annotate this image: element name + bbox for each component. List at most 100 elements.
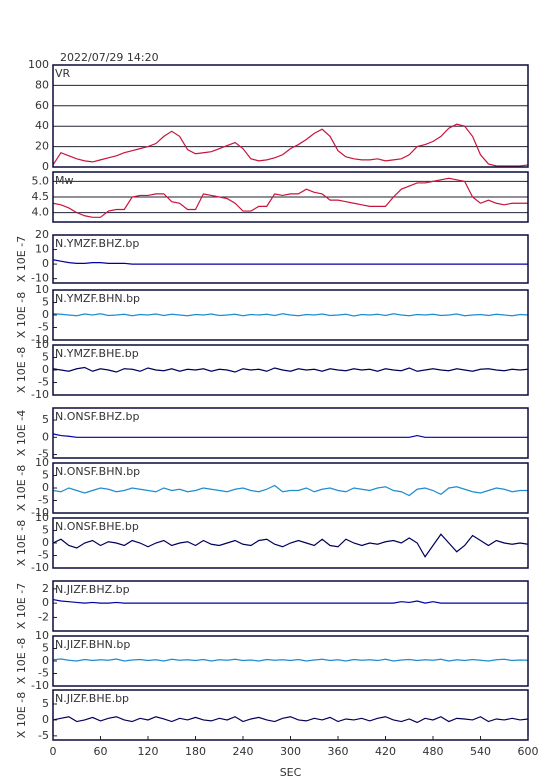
x-axis-label: SEC [280, 766, 302, 779]
y-tick-label: 5 [42, 296, 49, 309]
x-tick-label: 120 [138, 745, 159, 758]
y-tick-label: 10 [35, 283, 49, 296]
y-tick-label: 20 [35, 228, 49, 241]
y-tick-label: -10 [31, 679, 49, 692]
panel-frame [52, 580, 529, 632]
waveform-line [52, 313, 529, 317]
y-tick-label: -5 [38, 729, 49, 742]
y-tick-label: 5 [42, 524, 49, 537]
panel-label: N.ONSF.BHE.bp [55, 520, 139, 533]
y-tick-label: -5 [38, 667, 49, 680]
panel-frame [52, 462, 529, 514]
waveform-line [52, 484, 528, 497]
y-tick-label: 0 [42, 363, 49, 376]
y-tick-label: 5 [42, 469, 49, 482]
waveform-line [52, 123, 529, 167]
y-tick-label: 4.0 [32, 206, 50, 219]
waveform-line [52, 598, 528, 604]
y-axis-label: X 10E -8 [15, 347, 28, 393]
y-tick-label: -10 [31, 506, 49, 519]
y-tick-label: -5 [38, 321, 49, 334]
y-axis-label: X 10E -4 [15, 410, 28, 456]
y-axis-label: X 10E -7 [15, 236, 28, 282]
y-tick-label: 10 [35, 511, 49, 524]
panel-label: VR [55, 67, 71, 80]
y-tick-label: 0 [42, 308, 49, 321]
y-tick-label: -5 [38, 448, 49, 461]
x-tick-label: 480 [423, 745, 444, 758]
y-tick-label: 4.5 [32, 190, 50, 203]
y-tick-label: -5 [38, 549, 49, 562]
x-tick-label: 60 [94, 745, 108, 758]
panel-label: N.YMZF.BHN.bp [55, 292, 140, 305]
panel-label: Mw [55, 174, 74, 187]
y-tick-label: 40 [35, 119, 49, 132]
y-tick-label: -10 [31, 333, 49, 346]
y-axis-label: X 10E -7 [15, 583, 28, 629]
y-tick-label: 5.0 [32, 174, 50, 187]
waveform-line [52, 259, 528, 265]
y-tick-label: 0 [42, 713, 49, 726]
y-axis-label: X 10E -8 [15, 292, 28, 338]
panel-label: N.ONSF.BHZ.bp [55, 410, 139, 423]
y-tick-label: 10 [35, 243, 49, 256]
y-tick-label: 5 [42, 413, 49, 426]
y-tick-label: 0 [42, 160, 49, 173]
y-tick-label: 0 [42, 430, 49, 443]
y-tick-label: 0 [42, 596, 49, 609]
x-tick-label: 180 [185, 745, 206, 758]
x-tick-label: 0 [50, 745, 57, 758]
y-tick-label: 60 [35, 99, 49, 112]
panel-frame [52, 635, 529, 687]
y-axis-label: X 10E -8 [15, 692, 28, 738]
y-tick-label: 100 [28, 58, 49, 71]
x-tick-label: 240 [233, 745, 254, 758]
panel-frame [52, 171, 529, 223]
y-tick-label: 10 [35, 456, 49, 469]
y-axis-label: X 10E -8 [15, 638, 28, 684]
x-tick-label: 360 [328, 745, 349, 758]
y-tick-label: -5 [38, 494, 49, 507]
y-tick-label: 0 [42, 257, 49, 270]
y-tick-label: 5 [42, 642, 49, 655]
panel-label: N.JIZF.BHN.bp [55, 638, 130, 651]
y-tick-label: -10 [31, 561, 49, 574]
panel-label: N.ONSF.BHN.bp [55, 465, 140, 478]
y-tick-label: 10 [35, 338, 49, 351]
panel-label: N.JIZF.BHZ.bp [55, 583, 130, 596]
waveform-line [52, 433, 528, 438]
y-tick-label: 80 [35, 78, 49, 91]
panel-frame [52, 517, 529, 569]
waveform-line [52, 533, 529, 558]
y-tick-label: 0 [42, 536, 49, 549]
panel-label: N.YMZF.BHE.bp [55, 347, 139, 360]
y-tick-label: 20 [35, 140, 49, 153]
y-tick-label: -5 [38, 376, 49, 389]
x-tick-label: 600 [518, 745, 539, 758]
y-tick-label: 0 [42, 481, 49, 494]
panel-label: N.JIZF.BHE.bp [55, 692, 129, 705]
x-tick-label: 420 [375, 745, 396, 758]
y-tick-label: 2 [42, 582, 49, 595]
y-axis-label: X 10E -8 [15, 465, 28, 511]
y-axis-label: X 10E -8 [15, 520, 28, 566]
chart-title: 2022/07/29 14:20 [60, 51, 159, 64]
waveform-line [52, 177, 528, 218]
panel-frame [52, 289, 529, 341]
panel-label: N.YMZF.BHZ.bp [55, 237, 139, 250]
waveform-line [52, 366, 529, 373]
y-tick-label: 10 [35, 629, 49, 642]
y-tick-label: 5 [42, 697, 49, 710]
x-tick-label: 300 [280, 745, 301, 758]
waveform-line [52, 716, 529, 724]
y-tick-label: -2 [38, 610, 49, 623]
panel-frame [52, 407, 529, 459]
y-tick-label: -10 [31, 272, 49, 285]
panel-frame [52, 64, 529, 168]
panel-frame [52, 344, 529, 396]
waveform-line [52, 658, 529, 662]
y-tick-label: 0 [42, 654, 49, 667]
x-tick-label: 540 [470, 745, 491, 758]
y-tick-label: -10 [31, 388, 49, 401]
